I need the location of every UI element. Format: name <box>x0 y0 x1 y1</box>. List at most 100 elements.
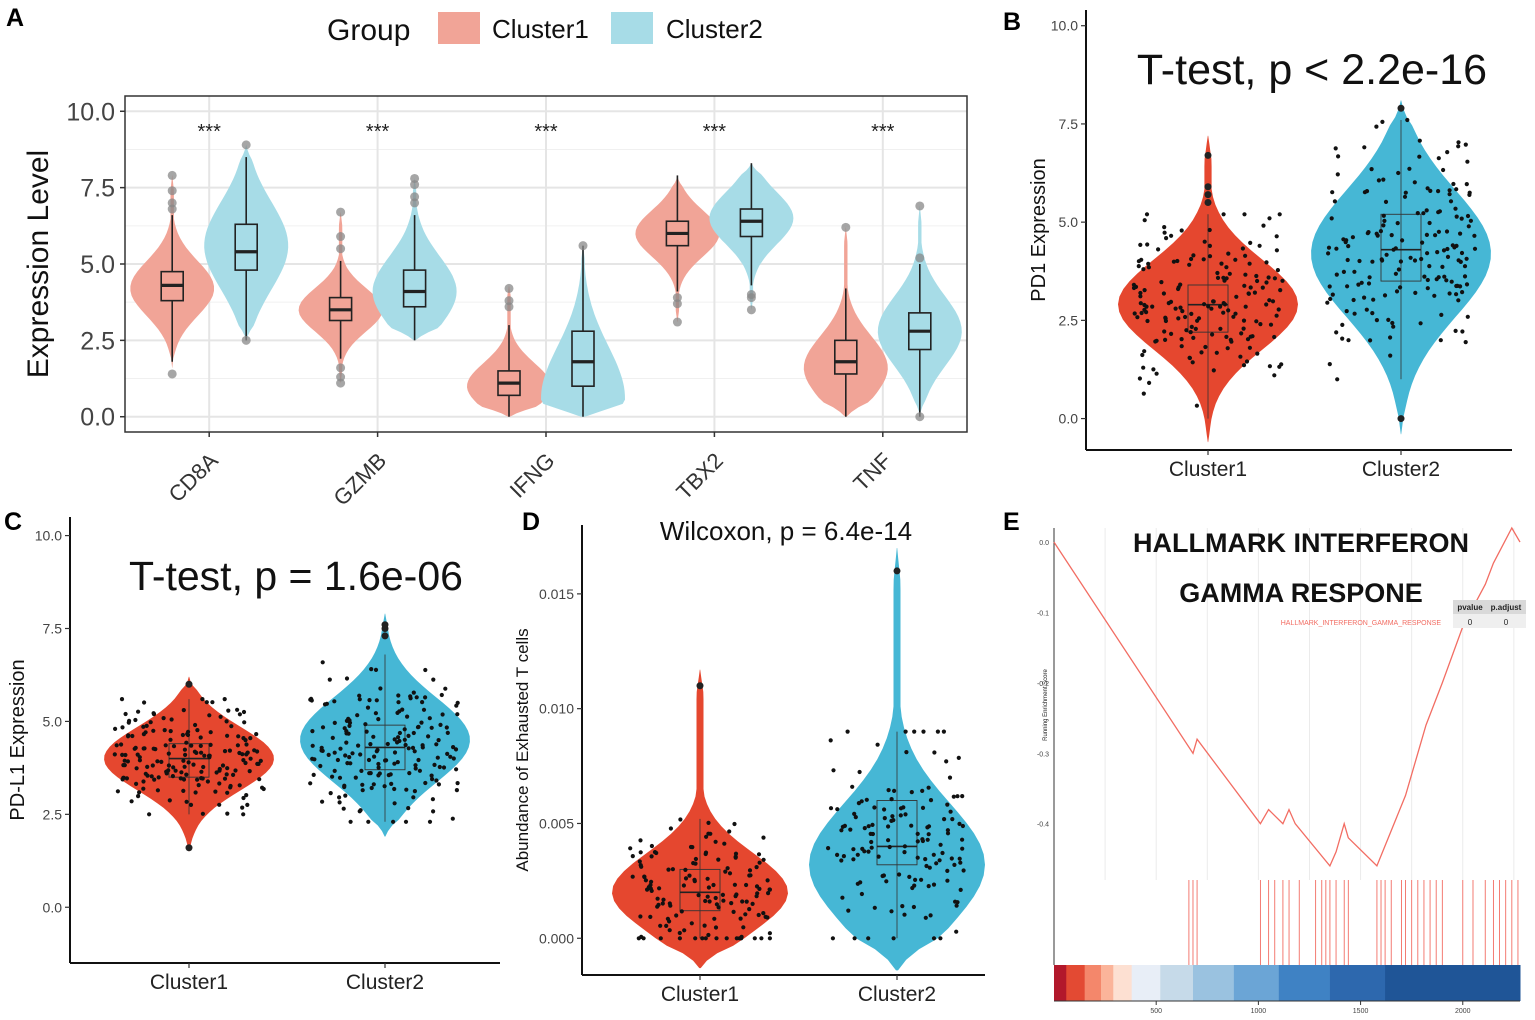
jitter-cluster1-point <box>182 764 187 769</box>
jitter-cluster2-point <box>876 854 881 859</box>
jitter-cluster2-point <box>870 822 875 828</box>
jitter-cluster2-point <box>1439 312 1444 317</box>
box-cluster2-box <box>234 223 258 271</box>
jitter-cluster1-point <box>136 794 141 799</box>
jitter-cluster2-point <box>958 887 963 893</box>
jitter-cluster1-point <box>743 912 748 917</box>
jitter-cluster2-point <box>1445 150 1450 155</box>
jitter-cluster1-point <box>658 923 663 928</box>
jitter-cluster1-point <box>115 789 120 794</box>
jitter-cluster1-point <box>198 735 203 740</box>
rank-color-segment <box>1233 965 1280 1001</box>
jitter-cluster1-point <box>1248 285 1253 290</box>
y-tick-label: 0.005 <box>539 815 574 831</box>
jitter-cluster1-point <box>243 760 248 766</box>
jitter-cluster2-point <box>907 874 912 880</box>
jitter-cluster1-point <box>1141 267 1146 272</box>
jitter-cluster2-point <box>343 793 348 798</box>
jitter-cluster2-point <box>341 806 346 811</box>
jitter-cluster2-point <box>402 737 407 742</box>
jitter-cluster1-point <box>156 775 161 780</box>
jitter-cluster2-point <box>360 788 365 793</box>
jitter-cluster2-point <box>1350 235 1355 240</box>
jitter-cluster1-point <box>1211 368 1216 373</box>
jitter-cluster2-point <box>371 734 376 739</box>
jitter-cluster1-point <box>767 936 773 941</box>
jitter-cluster2-point <box>434 742 439 747</box>
jitter-cluster2-point <box>320 725 326 730</box>
jitter-cluster1-point <box>1221 212 1226 217</box>
outlier <box>381 632 389 640</box>
jitter-cluster1-point <box>1142 307 1147 312</box>
jitter-cluster1-point <box>150 763 155 768</box>
jitter-cluster2-point <box>920 788 925 794</box>
jitter-cluster2-point <box>1374 318 1379 323</box>
jitter-cluster2-point <box>841 854 847 859</box>
jitter-cluster1-point <box>186 760 191 765</box>
jitter-cluster2-point <box>1464 182 1469 187</box>
jitter-cluster1-point <box>703 936 708 941</box>
jitter-cluster1-point <box>119 697 125 702</box>
jitter-cluster1-point <box>1150 304 1155 309</box>
jitter-cluster1-point <box>1207 227 1212 233</box>
jitter-cluster1-point <box>214 770 219 775</box>
jitter-cluster1-point <box>141 786 146 791</box>
jitter-cluster2-point <box>407 771 412 776</box>
box-cluster2-box <box>571 330 595 387</box>
jitter-cluster1-point <box>649 854 654 859</box>
jitter-cluster2-point <box>935 729 941 734</box>
jitter-cluster2-point <box>355 713 360 718</box>
jitter-cluster1-point <box>1272 334 1277 340</box>
jitter-cluster2-point <box>392 801 397 806</box>
jitter-cluster1-point <box>133 717 138 723</box>
jitter-cluster2-point <box>1408 255 1413 260</box>
jitter-cluster2-point <box>850 784 855 789</box>
panel-label-c: C <box>4 508 22 536</box>
jitter-cluster1-point <box>739 936 744 941</box>
jitter-cluster1-point <box>122 758 127 763</box>
jitter-cluster1-point <box>192 749 197 754</box>
jitter-cluster1-point <box>181 758 186 763</box>
jitter-cluster2-point <box>311 772 316 778</box>
jitter-cluster1-point <box>727 829 732 834</box>
jitter-cluster1-point <box>630 854 635 859</box>
jitter-cluster2-point <box>923 857 928 862</box>
jitter-cluster2-point <box>1449 279 1454 284</box>
jitter-cluster1-point <box>1173 306 1178 311</box>
box-cluster1-outlier <box>672 317 682 327</box>
jitter-cluster1-point <box>738 916 743 921</box>
jitter-cluster1-point <box>1247 345 1252 350</box>
jitter-cluster2-point <box>1462 274 1468 279</box>
jitter-cluster2-point <box>1465 314 1470 319</box>
jitter-cluster1-point <box>693 936 698 941</box>
jitter-cluster1-point <box>1187 355 1192 361</box>
jitter-cluster1-point <box>665 916 671 921</box>
significance-label: *** <box>198 121 222 143</box>
jitter-cluster1-point <box>244 742 249 747</box>
jitter-cluster2-point <box>1440 264 1445 269</box>
jitter-cluster1-point <box>241 812 246 817</box>
jitter-cluster2-point <box>1453 328 1458 333</box>
jitter-cluster2-point <box>902 912 907 917</box>
jitter-cluster2-point <box>1412 258 1418 263</box>
jitter-cluster2-point <box>1454 283 1459 289</box>
y-tick-label: 0.0 <box>1059 411 1079 427</box>
jitter-cluster2-point <box>835 807 840 812</box>
jitter-cluster1-point <box>733 855 738 860</box>
jitter-cluster2-point <box>864 797 869 802</box>
y-tick-label: 0.0 <box>43 899 63 915</box>
x-tick-label: Cluster2 <box>858 983 936 1006</box>
jitter-cluster2-point <box>412 749 417 754</box>
jitter-cluster1-point <box>129 799 134 804</box>
jitter-cluster1-point <box>687 873 692 878</box>
jitter-cluster1-point <box>196 783 201 788</box>
y-axis-title: Expression Level <box>22 150 55 378</box>
jitter-cluster2-point <box>327 677 332 682</box>
jitter-cluster2-point <box>857 769 862 775</box>
jitter-cluster2-point <box>445 751 450 757</box>
jitter-cluster2-point <box>1332 199 1337 204</box>
jitter-cluster2-point <box>376 761 381 767</box>
jitter-cluster2-point <box>1395 221 1400 226</box>
jitter-cluster1-point <box>195 777 200 782</box>
